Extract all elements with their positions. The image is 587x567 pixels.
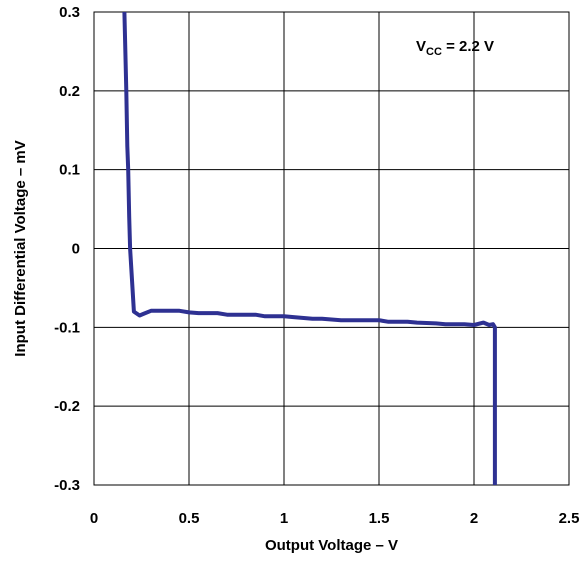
y-tick-label: 0.3 [59,4,80,21]
y-tick-label: -0.3 [54,477,80,494]
x-tick-label: 1.5 [369,510,390,527]
y-axis-title: Input Differential Voltage – mV [12,140,29,356]
x-tick-labels: 0 0.5 1 1.5 2 2.5 [90,510,580,527]
plot-frame [93,11,570,486]
grid [94,12,569,485]
vcc-annotation-prefix: V [416,38,426,55]
x-tick-label: 1 [280,510,288,527]
x-tick-label: 0.5 [179,510,200,527]
y-tick-label: 0.1 [59,162,80,179]
y-tick-label: 0 [72,241,80,258]
vcc-annotation-subscript: CC [426,46,442,58]
vcc-annotation-suffix: = 2.2 V [442,38,494,55]
series-group [122,11,497,485]
y-tick-label: -0.2 [54,398,80,415]
vcc-annotation: VCC = 2.2 V [416,38,494,58]
x-tick-label: 0 [90,510,98,527]
y-tick-label: 0.2 [59,83,80,100]
y-tick-label: -0.1 [54,319,80,336]
x-axis-title: Output Voltage – V [265,537,398,554]
series-line [122,11,497,485]
y-tick-labels: 0.3 0.2 0.1 0 -0.1 -0.2 -0.3 [54,4,80,494]
x-tick-label: 2.5 [559,510,580,527]
x-tick-label: 2 [470,510,478,527]
